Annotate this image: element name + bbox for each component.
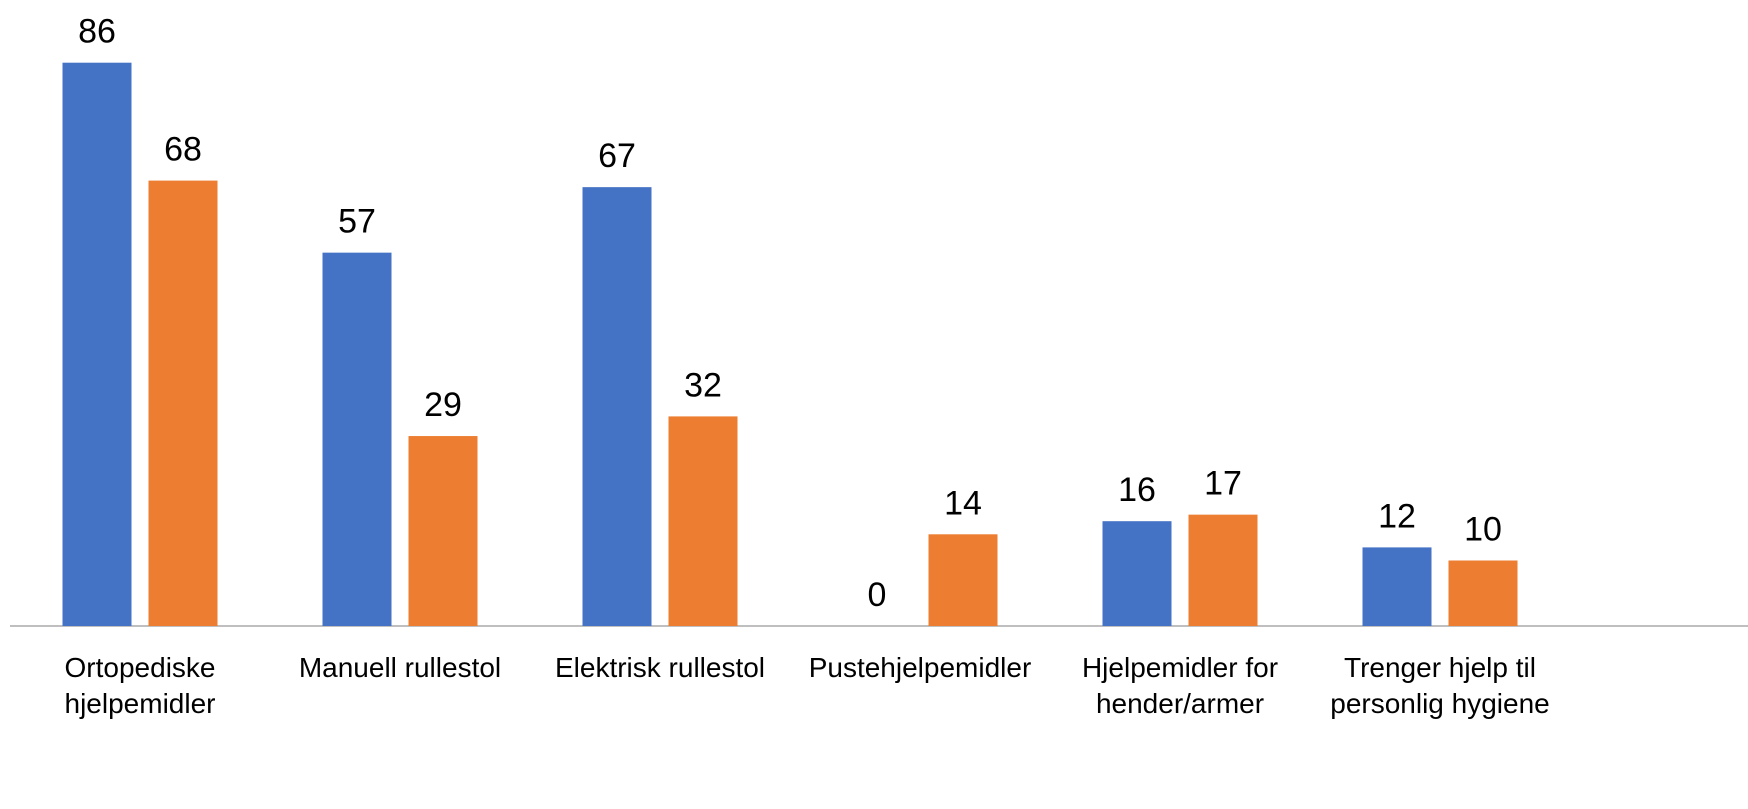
x-tick-label: Trenger hjelp til personlig hygiene [1330, 652, 1550, 719]
bar [1362, 547, 1432, 626]
bar [582, 187, 652, 626]
data-label: 17 [1204, 465, 1242, 503]
data-label: 14 [944, 484, 982, 522]
x-tick-label: Ortopediske hjelpemidler [64, 652, 216, 719]
data-label: 67 [598, 137, 636, 175]
bar [1448, 560, 1518, 626]
x-tick-label: Hjelpemidler for hender/armer [1081, 652, 1279, 719]
data-label: 0 [868, 576, 887, 614]
data-label: 68 [164, 131, 202, 169]
bar [408, 436, 478, 626]
x-tick-label: Pustehjelpemidler [808, 652, 1032, 683]
data-label: 16 [1118, 471, 1156, 509]
data-label: 57 [338, 203, 376, 241]
data-label: 29 [424, 386, 462, 424]
bar [148, 180, 218, 626]
data-label: 10 [1464, 511, 1502, 549]
x-tick-label: Manuell rullestol [298, 652, 502, 683]
bar [322, 252, 392, 626]
data-label: 32 [684, 366, 722, 404]
bar [1188, 514, 1258, 626]
data-label: 86 [78, 13, 116, 51]
bar [668, 416, 738, 626]
bar [928, 534, 998, 626]
bar [62, 62, 132, 626]
bar [1102, 521, 1172, 626]
data-label: 12 [1378, 497, 1416, 535]
x-tick-label: Elektrisk rullestol [554, 652, 766, 683]
